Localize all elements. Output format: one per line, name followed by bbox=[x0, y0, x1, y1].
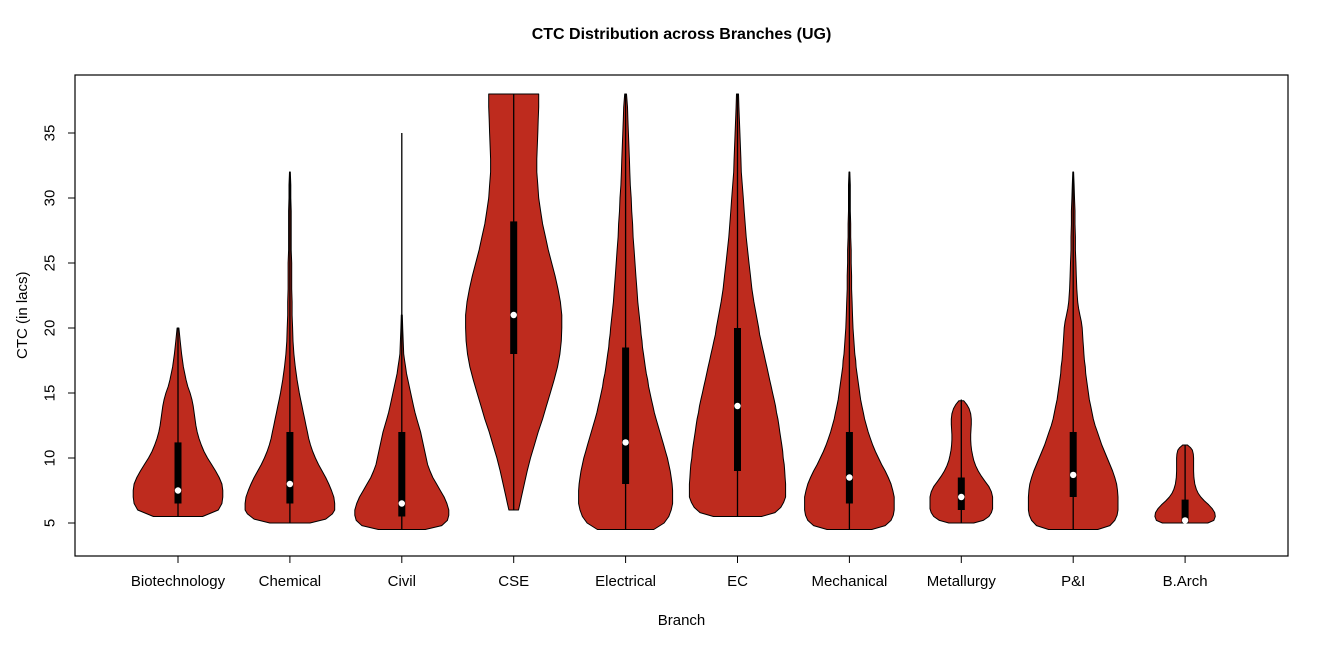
median-dot bbox=[1181, 517, 1189, 524]
violin-metallurgy bbox=[929, 399, 994, 524]
y-tick-label: 35 bbox=[42, 125, 59, 142]
median-dot bbox=[510, 311, 517, 319]
chart-title: CTC Distribution across Branches (UG) bbox=[531, 26, 832, 43]
iqr-box bbox=[398, 432, 406, 517]
violin-ec bbox=[688, 93, 787, 517]
iqr-box bbox=[286, 432, 294, 504]
violin-p-i bbox=[1027, 171, 1119, 530]
median-dot bbox=[1070, 471, 1077, 479]
x-axis-label: Branch bbox=[657, 612, 706, 629]
x-tick-label: Mechanical bbox=[811, 573, 887, 590]
violin-mechanical bbox=[804, 171, 895, 530]
iqr-box bbox=[957, 477, 965, 510]
iqr-box bbox=[1181, 499, 1189, 523]
violin-cse bbox=[465, 93, 563, 511]
iqr-box bbox=[622, 347, 630, 484]
violin-biotechnology bbox=[132, 327, 224, 517]
iqr-box bbox=[174, 442, 182, 504]
y-tick-label: 15 bbox=[42, 385, 59, 402]
iqr-box bbox=[845, 432, 853, 504]
x-tick-label: B.Arch bbox=[1163, 573, 1208, 590]
median-dot bbox=[734, 402, 741, 410]
plot-border bbox=[74, 74, 1289, 557]
median-dot bbox=[622, 439, 629, 446]
y-tick-label: 5 bbox=[42, 519, 59, 527]
median-dot bbox=[958, 493, 965, 501]
violin-chemical bbox=[244, 171, 336, 524]
iqr-box bbox=[734, 328, 741, 471]
violin-electrical bbox=[578, 93, 674, 530]
y-tick-label: 30 bbox=[42, 190, 59, 207]
x-tick-label: EC bbox=[727, 573, 748, 590]
x-tick-label: Electrical bbox=[595, 573, 656, 590]
x-tick-label: Civil bbox=[388, 573, 416, 590]
median-dot bbox=[174, 487, 182, 494]
iqr-box bbox=[1069, 432, 1077, 497]
y-tick-label: 25 bbox=[42, 255, 59, 272]
median-dot bbox=[286, 480, 294, 488]
median-dot bbox=[846, 474, 853, 481]
x-tick-label: P&I bbox=[1061, 573, 1085, 590]
x-tick-label: CSE bbox=[498, 573, 529, 590]
x-tick-label: Chemical bbox=[259, 573, 322, 590]
median-dot bbox=[398, 500, 405, 507]
iqr-box bbox=[510, 221, 518, 354]
violin-b-arch bbox=[1154, 444, 1216, 524]
y-axis-label: CTC (in lacs) bbox=[14, 271, 31, 360]
y-tick-label: 10 bbox=[42, 450, 59, 467]
violin-civil bbox=[354, 133, 450, 530]
y-tick-label: 20 bbox=[42, 320, 59, 337]
x-tick-label: Metallurgy bbox=[927, 573, 997, 590]
x-tick-label: Biotechnology bbox=[131, 573, 226, 590]
